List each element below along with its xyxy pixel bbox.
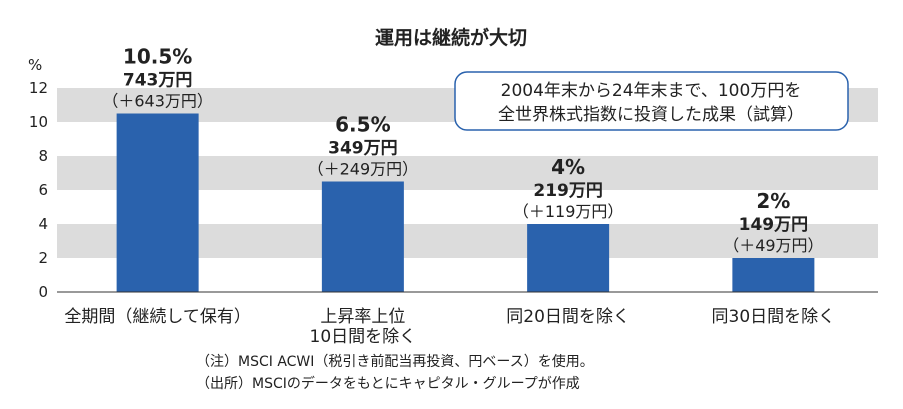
bar: [116, 113, 199, 292]
data-label-percent: 6.5%: [335, 113, 390, 137]
y-tick-label: 0: [38, 283, 48, 301]
bars: [116, 113, 815, 292]
category-label: 同20日間を除く: [506, 307, 630, 327]
data-label-gain: （＋49万円）: [723, 236, 823, 255]
y-tick-label: 12: [29, 79, 48, 97]
category-label: 全期間（継続して保有）: [64, 307, 251, 327]
data-label-gain: （＋249万円）: [308, 160, 419, 179]
y-tick-label: 2: [38, 249, 48, 267]
category-label: 10日間を除く: [310, 327, 417, 347]
chart-title: 運用は継続が大切: [375, 26, 527, 49]
y-tick-label: 4: [38, 215, 48, 233]
data-label-value: 743万円: [123, 71, 193, 91]
y-tick-label: 6: [38, 181, 48, 199]
y-axis: 0 2 4 6 8 10 12: [29, 79, 878, 301]
footnote-source: （出所）MSCIのデータをもとにキャピタル・グループが作成: [196, 375, 580, 392]
data-label-value: 219万円: [533, 181, 603, 201]
data-labels: 10.5%743万円（＋643万円） 6.5%349万円（＋249万円） 4%219…: [102, 45, 823, 256]
data-label-value: 149万円: [739, 215, 809, 235]
data-label-value: 349万円: [328, 139, 398, 159]
category-label: 同30日間を除く: [712, 307, 836, 327]
annotation-box: 2004年末から24年末まで、100万円を 全世界株式指数に投資した成果（試算）: [454, 71, 849, 131]
category-label: 上昇率上位: [320, 307, 405, 327]
bar: [527, 224, 610, 292]
footnote-note: （注）MSCI ACWI（税引き前配当再投資、円ベース）を使用。: [196, 353, 594, 370]
annotation-line-1: 2004年末から24年末まで、100万円を: [501, 81, 802, 101]
data-label-gain: （＋643万円）: [102, 92, 213, 111]
y-unit-label: %: [28, 56, 42, 74]
data-label-percent: 4%: [551, 155, 585, 179]
bar: [321, 181, 404, 292]
data-label-percent: 2%: [756, 189, 790, 213]
annotation-line-2: 全世界株式指数に投資した成果（試算）: [498, 105, 804, 125]
y-tick-label: 10: [29, 113, 48, 131]
y-tick-label: 8: [38, 147, 48, 165]
bar: [732, 258, 815, 292]
data-label-gain: （＋119万円）: [513, 202, 624, 221]
data-label-percent: 10.5%: [123, 45, 192, 69]
